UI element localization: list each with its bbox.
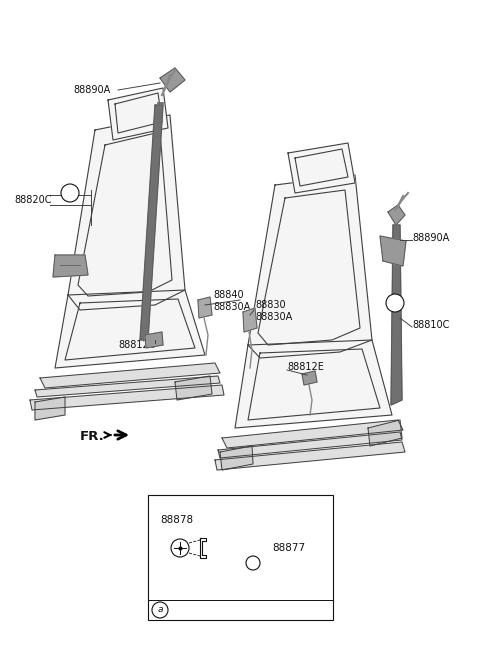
- Circle shape: [152, 602, 168, 618]
- Polygon shape: [40, 363, 220, 388]
- Polygon shape: [53, 255, 88, 277]
- Polygon shape: [145, 332, 163, 348]
- Polygon shape: [55, 290, 205, 368]
- Polygon shape: [220, 446, 253, 470]
- Text: a: a: [67, 188, 73, 198]
- Polygon shape: [175, 376, 212, 400]
- Text: a: a: [392, 298, 398, 308]
- Text: 88830A: 88830A: [255, 312, 292, 322]
- Polygon shape: [198, 297, 212, 318]
- Polygon shape: [68, 115, 185, 310]
- Text: FR.: FR.: [80, 430, 105, 443]
- Text: 88890A: 88890A: [412, 233, 449, 243]
- Polygon shape: [215, 442, 405, 470]
- Text: 88812E: 88812E: [118, 340, 155, 350]
- Text: 88840: 88840: [213, 290, 244, 300]
- Polygon shape: [108, 88, 168, 140]
- Polygon shape: [235, 340, 392, 428]
- Text: 88812E: 88812E: [287, 362, 324, 372]
- Polygon shape: [248, 175, 372, 358]
- Text: 88830A: 88830A: [213, 302, 250, 312]
- Polygon shape: [35, 397, 65, 420]
- Text: 88877: 88877: [272, 543, 305, 553]
- Text: 88820C: 88820C: [14, 195, 51, 205]
- Bar: [148, 495, 333, 620]
- Text: a: a: [157, 605, 163, 615]
- Text: 88830: 88830: [255, 300, 286, 310]
- Polygon shape: [243, 308, 257, 332]
- Polygon shape: [35, 376, 220, 397]
- Polygon shape: [391, 225, 402, 405]
- Text: 88890A: 88890A: [73, 85, 110, 95]
- Circle shape: [61, 184, 79, 202]
- Polygon shape: [368, 420, 402, 446]
- Polygon shape: [380, 236, 406, 266]
- Polygon shape: [302, 371, 317, 385]
- Polygon shape: [218, 432, 402, 458]
- Polygon shape: [288, 143, 355, 193]
- Text: 88810C: 88810C: [412, 320, 449, 330]
- Polygon shape: [140, 105, 163, 340]
- Polygon shape: [160, 68, 185, 92]
- Polygon shape: [30, 385, 224, 410]
- Circle shape: [246, 556, 260, 570]
- Text: 88878: 88878: [160, 515, 193, 525]
- Polygon shape: [388, 205, 405, 225]
- Circle shape: [171, 539, 189, 557]
- Polygon shape: [222, 420, 403, 448]
- Circle shape: [386, 294, 404, 312]
